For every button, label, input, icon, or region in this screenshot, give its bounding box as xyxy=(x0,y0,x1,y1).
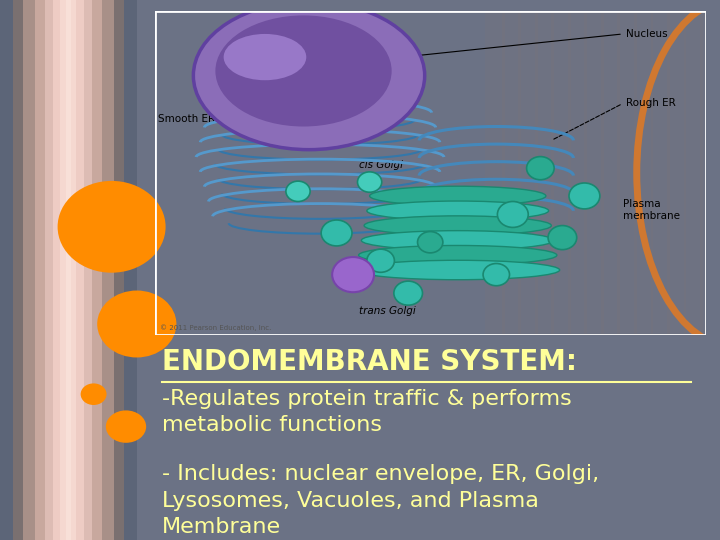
Ellipse shape xyxy=(359,246,557,265)
Bar xyxy=(535,11,554,335)
Ellipse shape xyxy=(369,186,546,206)
Bar xyxy=(618,11,636,335)
Bar xyxy=(651,11,670,335)
Ellipse shape xyxy=(97,291,176,357)
Bar xyxy=(683,11,703,335)
Bar xyxy=(102,0,114,540)
Circle shape xyxy=(332,257,374,292)
Ellipse shape xyxy=(356,260,559,280)
Bar xyxy=(155,11,706,335)
Ellipse shape xyxy=(361,231,554,250)
Circle shape xyxy=(498,201,528,227)
Text: © 2011 Pearson Education, Inc.: © 2011 Pearson Education, Inc. xyxy=(161,325,271,331)
Ellipse shape xyxy=(215,16,392,126)
Text: Rough ER: Rough ER xyxy=(626,98,675,109)
Bar xyxy=(634,11,653,335)
Bar xyxy=(71,0,76,540)
Text: Nucleus: Nucleus xyxy=(626,29,667,39)
Bar xyxy=(585,11,603,335)
Circle shape xyxy=(548,226,577,249)
Text: cis Golgi: cis Golgi xyxy=(359,160,402,170)
Ellipse shape xyxy=(224,34,306,80)
Text: Plasma
membrane: Plasma membrane xyxy=(623,199,680,221)
Bar xyxy=(601,11,620,335)
Bar xyxy=(23,0,35,540)
Bar xyxy=(700,11,719,335)
Bar xyxy=(502,11,521,335)
Text: Smooth ER: Smooth ER xyxy=(158,114,215,124)
Circle shape xyxy=(358,172,382,192)
Bar xyxy=(35,0,45,540)
Bar xyxy=(124,0,137,540)
Circle shape xyxy=(483,264,510,286)
Ellipse shape xyxy=(58,181,166,273)
Circle shape xyxy=(569,183,600,209)
Bar xyxy=(667,11,686,335)
Circle shape xyxy=(418,232,443,253)
Bar xyxy=(45,0,53,540)
Bar xyxy=(485,11,505,335)
Bar xyxy=(13,0,23,540)
Text: trans Golgi: trans Golgi xyxy=(359,306,415,316)
Ellipse shape xyxy=(367,201,549,220)
Bar xyxy=(66,0,71,540)
Ellipse shape xyxy=(106,410,146,443)
Bar xyxy=(53,0,60,540)
Ellipse shape xyxy=(81,383,107,405)
Text: ENDOMEMBRANE SYSTEM:: ENDOMEMBRANE SYSTEM: xyxy=(162,348,577,376)
Bar xyxy=(518,11,538,335)
Bar xyxy=(76,0,84,540)
Ellipse shape xyxy=(194,2,425,150)
Bar xyxy=(716,11,720,335)
Bar xyxy=(568,11,588,335)
Circle shape xyxy=(394,281,423,305)
Bar xyxy=(0,0,13,540)
Bar xyxy=(60,0,66,540)
Circle shape xyxy=(321,220,352,246)
Circle shape xyxy=(526,157,554,180)
Bar xyxy=(137,0,155,540)
Bar xyxy=(84,0,92,540)
Bar xyxy=(552,11,571,335)
Text: - Includes: nuclear envelope, ER, Golgi,
Lysosomes, Vacuoles, and Plasma
Membran: - Includes: nuclear envelope, ER, Golgi,… xyxy=(162,464,599,537)
Bar xyxy=(92,0,102,540)
Bar xyxy=(114,0,124,540)
Ellipse shape xyxy=(364,216,552,235)
Circle shape xyxy=(367,249,395,272)
Text: -Regulates protein traffic & performs
metabolic functions: -Regulates protein traffic & performs me… xyxy=(162,389,572,435)
Circle shape xyxy=(286,181,310,201)
